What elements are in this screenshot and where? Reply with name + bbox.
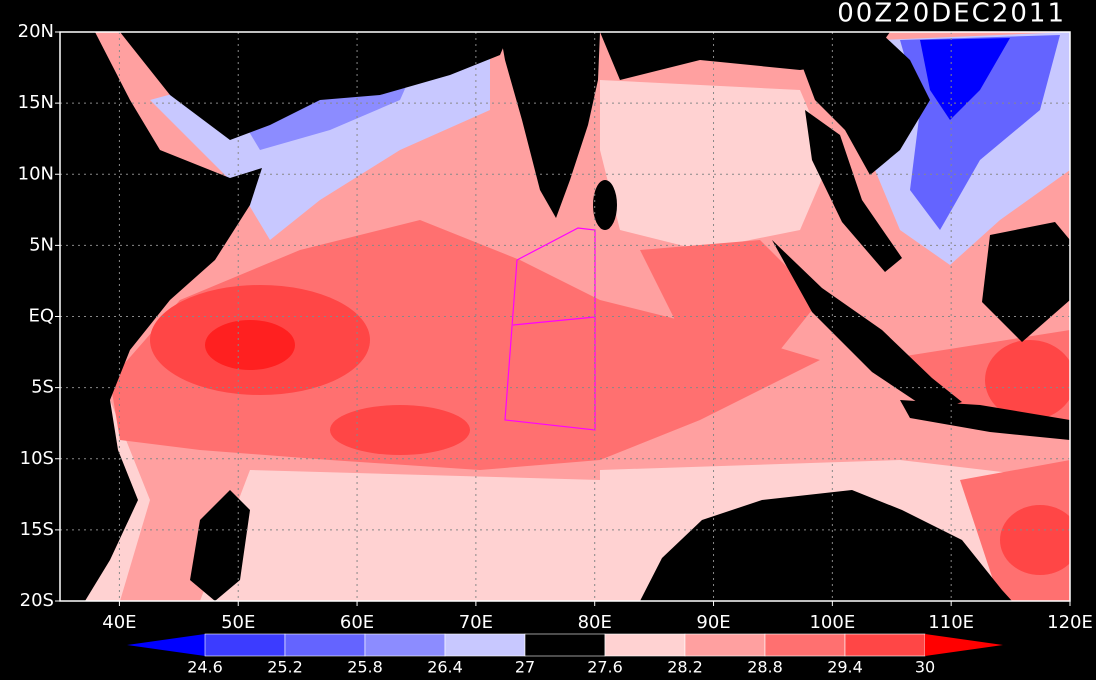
- colorbar-swatch: [204, 633, 286, 657]
- colorbar-label: 25.2: [267, 658, 303, 677]
- sst-zone: [330, 405, 470, 455]
- colorbar-label: 26.4: [427, 658, 463, 677]
- y-tick-label: 10S: [20, 448, 54, 469]
- land-bengal-coast: [600, 32, 890, 80]
- y-tick-label: 15N: [18, 92, 54, 113]
- x-tick-label: 50E: [221, 612, 255, 633]
- y-tick-label: 5S: [31, 377, 54, 398]
- x-tick-label: 80E: [578, 612, 612, 633]
- y-tick-label: 5N: [29, 234, 54, 255]
- y-tick-label: 20N: [18, 21, 54, 42]
- colorbar-swatch: [764, 633, 846, 657]
- land-borneo: [982, 222, 1070, 342]
- colorbar-swatch: [684, 633, 766, 657]
- region-box: [504, 227, 596, 431]
- land-malay: [805, 110, 902, 272]
- colorbar-arrow: [925, 634, 1003, 656]
- sst-zone: [1000, 505, 1070, 575]
- map-title: 00Z20DEC2011: [837, 0, 1066, 29]
- land-india: [500, 32, 600, 218]
- colorbar: 24.6 25.2 25.8 26.4 27 27.6 28.2 28.8 29.4 30: [127, 633, 1003, 677]
- colorbar-label: 24.6: [187, 658, 223, 677]
- sst-zone: [200, 470, 680, 601]
- y-tick-label: 10N: [18, 163, 54, 184]
- colorbar-swatch: [844, 633, 926, 657]
- colorbar-label: 27: [515, 658, 535, 677]
- sst-zone: [640, 240, 820, 350]
- colorbar-swatch: [524, 633, 606, 657]
- colorbar-label: 28.2: [667, 658, 703, 677]
- colorbar-label: 28.8: [747, 658, 783, 677]
- land-sri-lanka: [593, 180, 617, 230]
- x-tick-label: 40E: [102, 612, 136, 633]
- box-divider: [512, 316, 596, 326]
- x-tick-label: 120E: [1047, 612, 1093, 633]
- colorbar-arrow: [127, 634, 205, 656]
- sst-zone: [920, 38, 1010, 120]
- plot-frame: [59, 31, 1071, 602]
- land-madagascar: [190, 490, 250, 601]
- sst-zone: [985, 340, 1070, 420]
- sst-zone: [600, 80, 830, 250]
- y-tick-label: 20S: [20, 590, 54, 611]
- sst-zone: [110, 220, 820, 470]
- x-tick-label: 60E: [340, 612, 374, 633]
- colorbar-swatch: [444, 633, 526, 657]
- x-tick-label: 100E: [809, 612, 855, 633]
- x-tick-label: 70E: [459, 612, 493, 633]
- land-java: [900, 400, 1070, 440]
- land-sumatra: [772, 240, 962, 412]
- x-tick-label: 110E: [928, 612, 974, 633]
- colorbar-swatch: [284, 633, 366, 657]
- colorbar-label: 30: [915, 658, 935, 677]
- y-tick-label: EQ: [28, 306, 54, 327]
- land-arabia: [120, 32, 510, 140]
- colorbar-label: 27.6: [587, 658, 623, 677]
- box-outline: [504, 227, 596, 431]
- y-tick-label: 15S: [20, 519, 54, 540]
- sst-zone: [205, 320, 295, 370]
- x-tick-label: 90E: [696, 612, 730, 633]
- sst-field: [60, 32, 1070, 601]
- colorbar-label: 29.4: [827, 658, 863, 677]
- colorbar-swatch: [364, 633, 446, 657]
- colorbar-swatch: [604, 633, 686, 657]
- land-australia: [640, 490, 1012, 601]
- colorbar-label: 25.8: [347, 658, 383, 677]
